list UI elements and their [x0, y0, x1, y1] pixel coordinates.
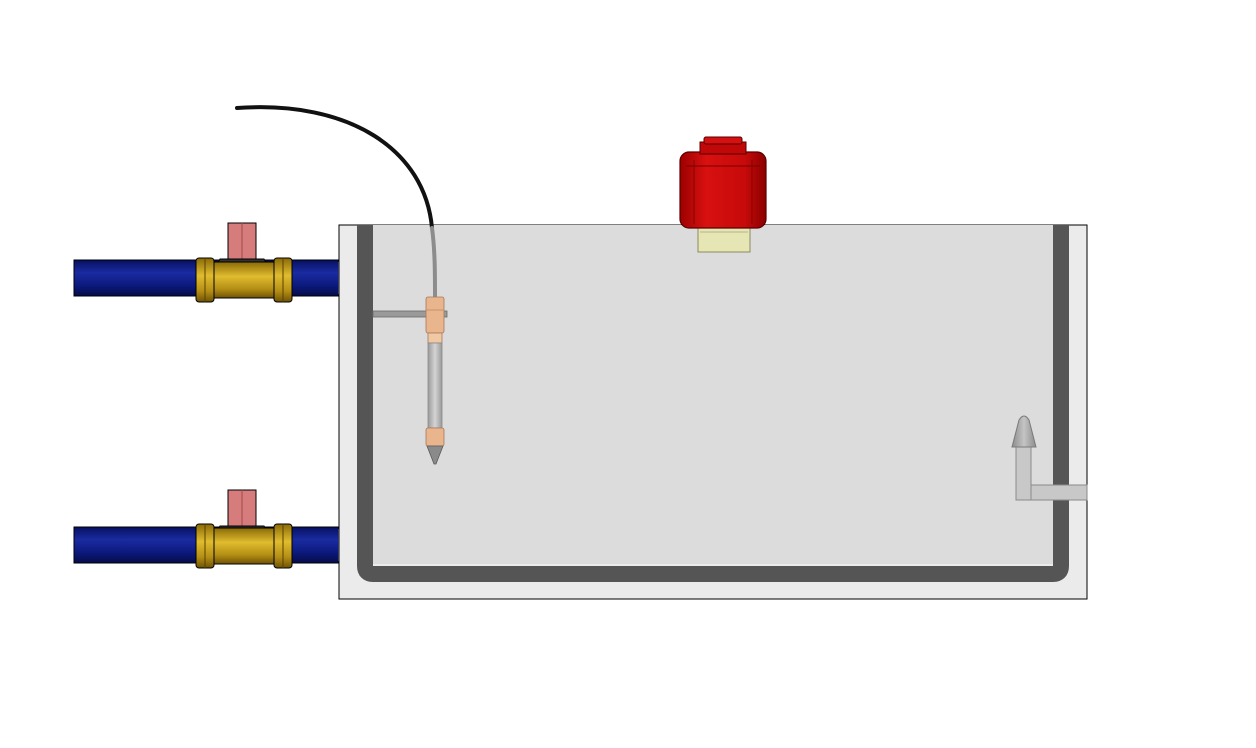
- ball-valve-top: [195, 222, 293, 303]
- probe-mount-bracket: [372, 310, 448, 318]
- ball-valve-bottom: [195, 489, 293, 569]
- tank-liner: [357, 225, 1069, 582]
- outlet-elbow-fitting: [1011, 415, 1088, 501]
- red-level-device: [679, 136, 767, 253]
- sensor-cable-submerged: [430, 226, 437, 298]
- immersion-probe: [425, 296, 445, 465]
- sensor-cable: [235, 105, 434, 230]
